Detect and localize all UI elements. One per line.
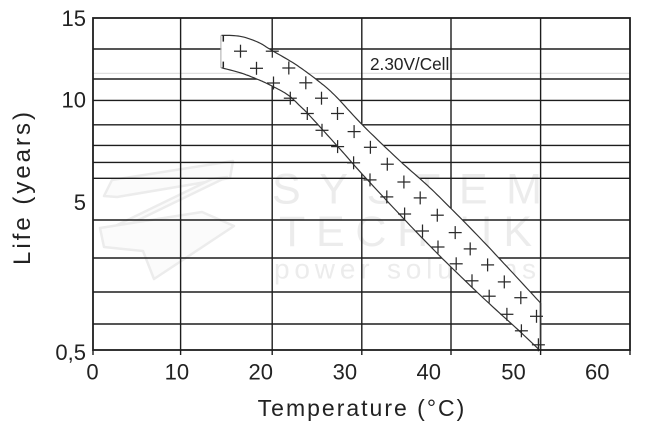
svg-text:40: 40 [416, 360, 440, 385]
svg-text:Life (years): Life (years) [9, 109, 36, 265]
svg-text:10: 10 [165, 360, 189, 385]
svg-text:10: 10 [62, 88, 86, 113]
svg-text:5: 5 [74, 190, 86, 215]
svg-text:Temperature (°C): Temperature (°C) [258, 395, 467, 421]
svg-text:50: 50 [501, 360, 525, 385]
svg-text:0,5: 0,5 [55, 340, 86, 365]
svg-text:2.30V/Cell: 2.30V/Cell [370, 54, 449, 74]
svg-text:30: 30 [333, 360, 357, 385]
svg-text:15: 15 [62, 6, 86, 31]
svg-text:60: 60 [585, 360, 609, 385]
svg-text:0: 0 [86, 360, 98, 385]
svg-text:20: 20 [248, 360, 272, 385]
